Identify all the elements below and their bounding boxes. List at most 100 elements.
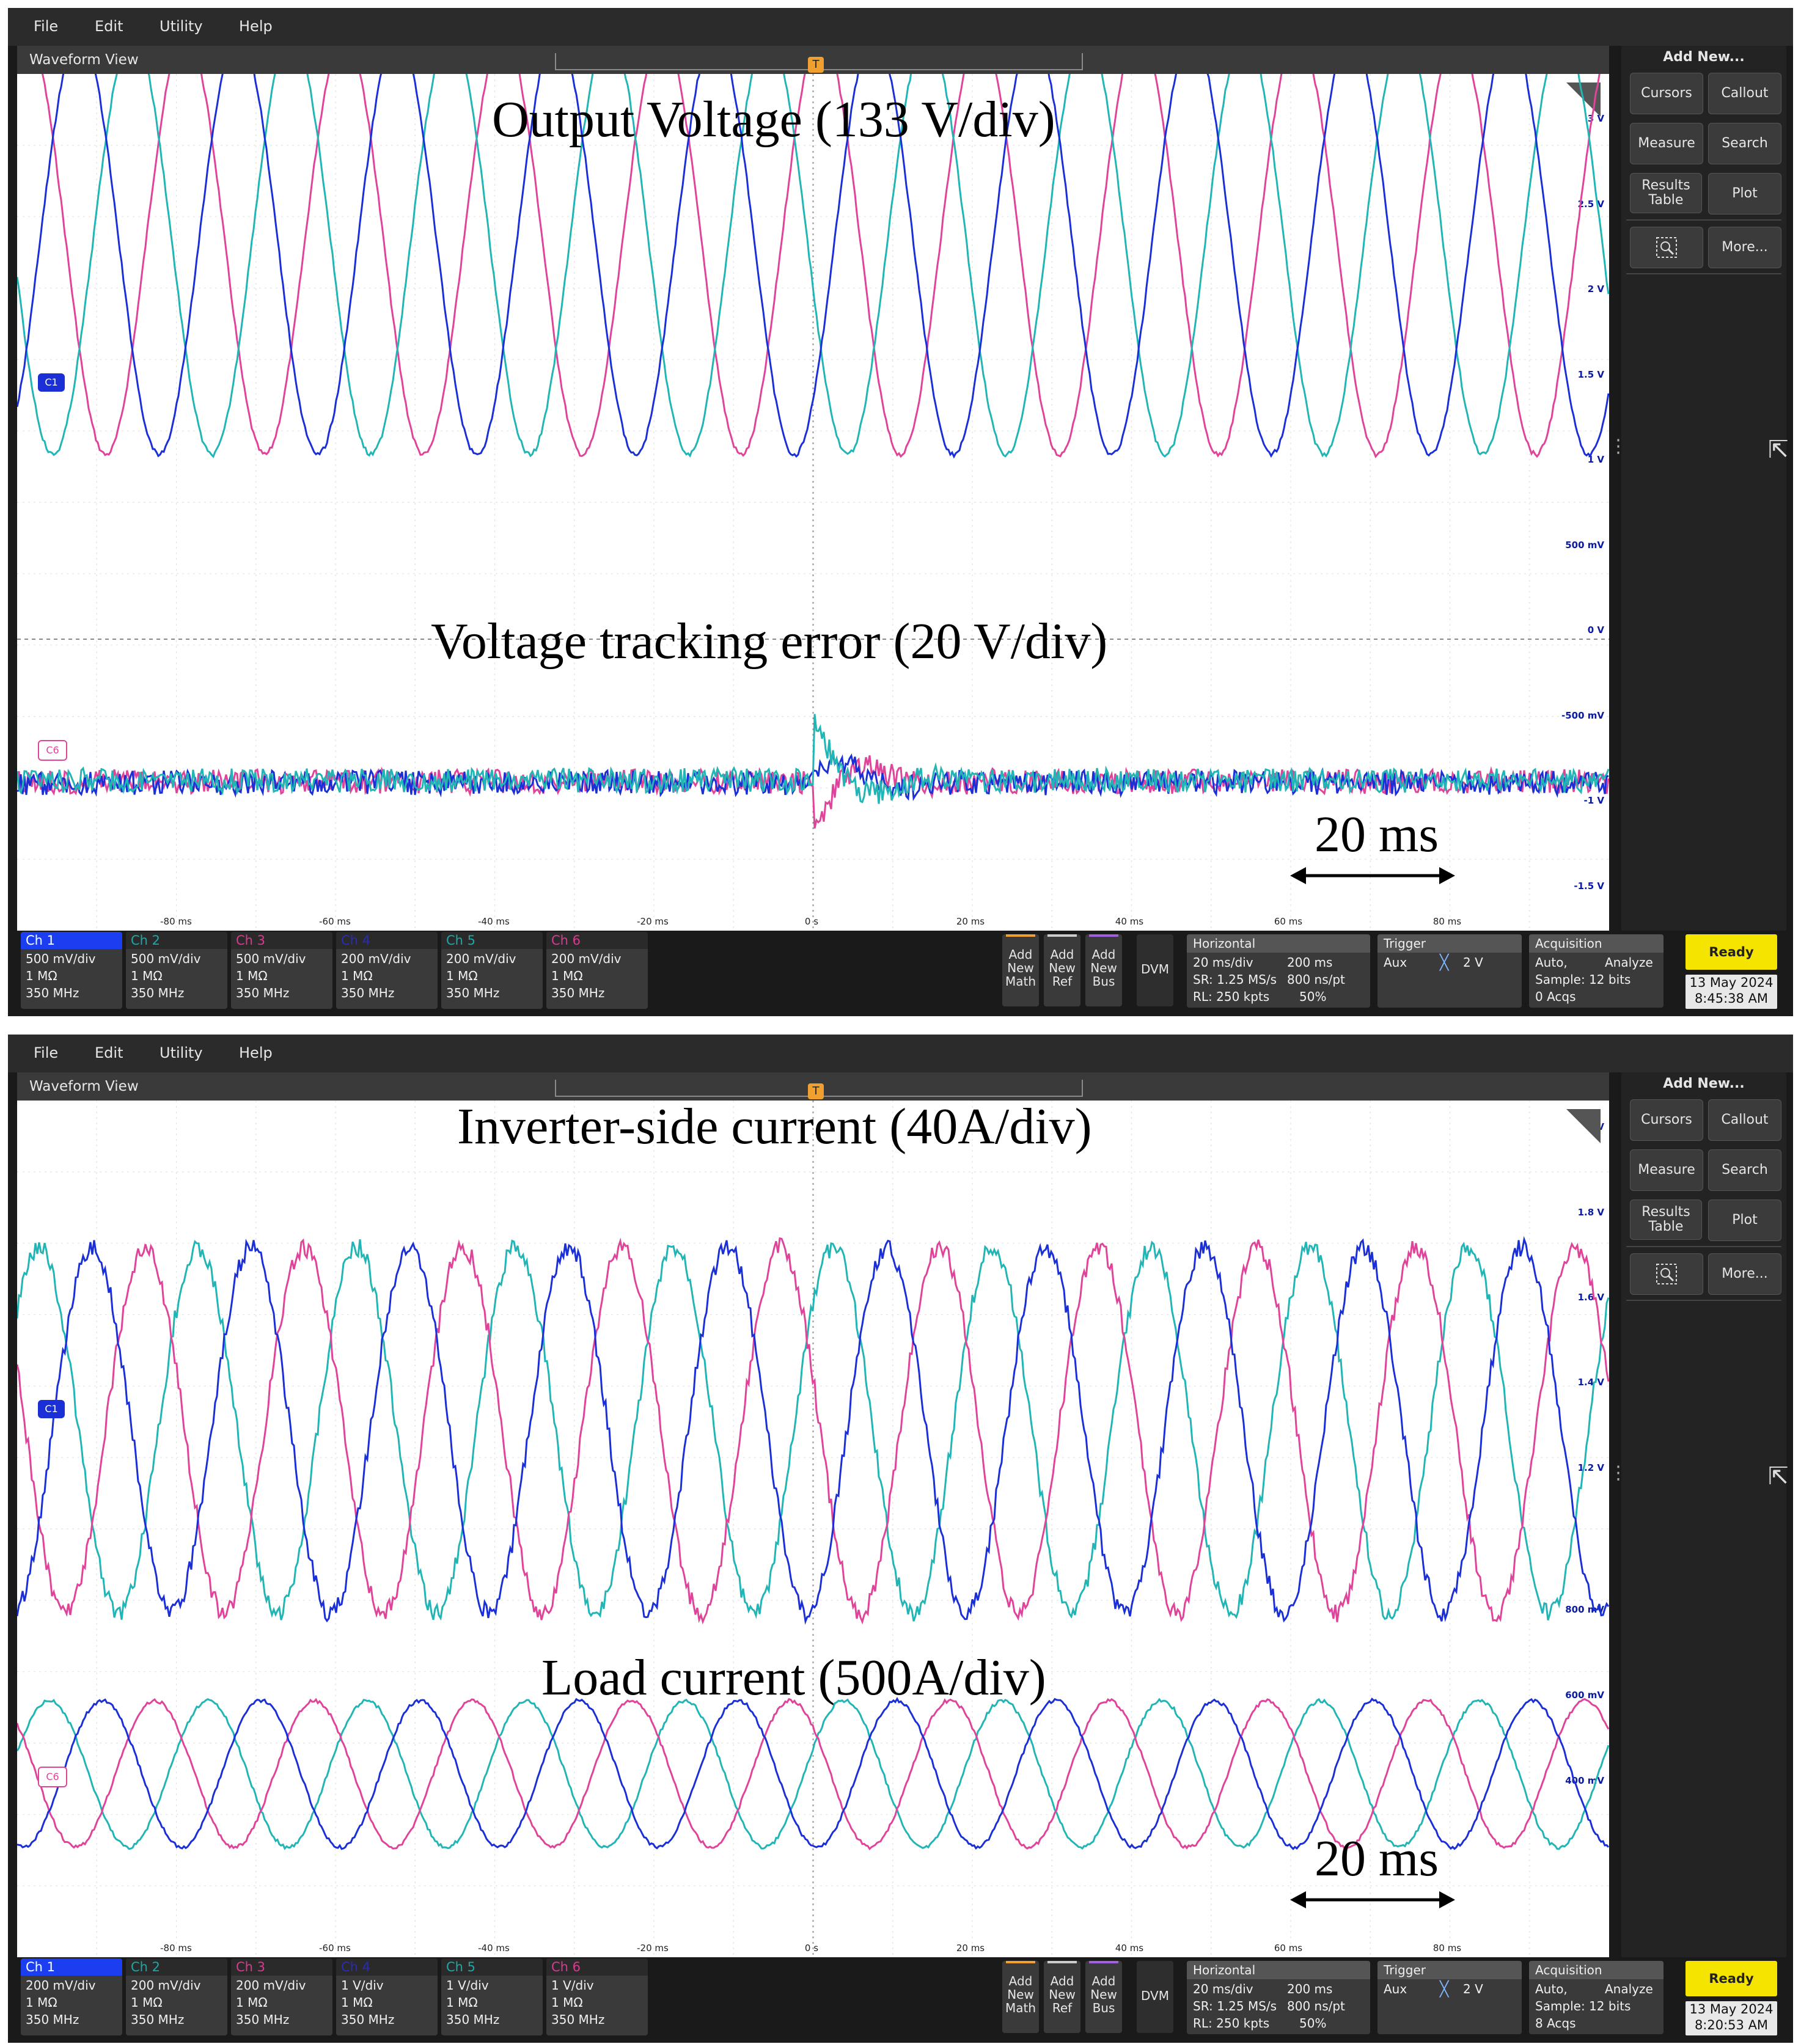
y-axis-tick-label: -500 mV [1561,710,1604,721]
x-axis-tick-label: 20 ms [956,916,985,927]
channel-name: Ch 5 [446,1960,476,1974]
search-button[interactable]: Search [1708,1149,1781,1191]
channel-impedance: 1 MΩ [131,969,163,983]
channel-1-badge[interactable]: Ch 1 200 mV/div 1 MΩ 350 MHz [21,1958,122,2035]
acquisition-mode: Auto, [1535,955,1568,970]
menu-help[interactable]: Help [239,1044,273,1061]
callout-button[interactable]: Callout [1708,1099,1781,1141]
zoom-button[interactable] [1630,1253,1703,1295]
cursors-button[interactable]: Cursors [1630,73,1703,114]
channel-bandwidth: 350 MHz [131,2012,185,2027]
results-table-button[interactable]: Results Table [1630,173,1702,213]
channel-impedance: 1 MΩ [341,1995,373,2010]
plot-button[interactable]: Plot [1708,173,1781,214]
callout-button[interactable]: Callout [1708,73,1781,114]
channel-name: Ch 6 [551,1960,581,1974]
trigger-edge-icon: ╳ [1440,1980,1449,1998]
measure-button[interactable]: Measure [1630,1149,1703,1191]
channel-header: Ch 5 [441,932,543,949]
channel-4-badge[interactable]: Ch 4 1 V/div 1 MΩ 350 MHz [336,1958,438,2035]
panel-resize-handle[interactable]: ⋮ [1609,436,1627,457]
phase-a-load-current-trace [17,1696,1609,1850]
channel-impedance: 1 MΩ [131,1995,163,2010]
channel-6-marker[interactable]: C6 [38,1767,67,1787]
acquisition-resolution: Sample: 12 bits [1535,1999,1631,2013]
x-axis-tick-label: 20 ms [956,1943,985,1954]
trigger-settings[interactable]: Trigger Aux ╳ 2 V [1377,1961,1522,2034]
channel-impedance: 1 MΩ [26,969,57,983]
search-button[interactable]: Search [1708,123,1781,164]
x-axis-tick-label: -80 ms [160,916,192,927]
plot-button[interactable]: Plot [1708,1200,1781,1241]
menu-help[interactable]: Help [239,18,273,35]
x-axis-tick-label: 80 ms [1433,1943,1461,1954]
more-button[interactable]: More... [1708,1253,1781,1295]
channel-1-marker[interactable]: C1 [38,1400,65,1418]
channel-2-badge[interactable]: Ch 2 500 mV/div 1 MΩ 350 MHz [126,932,227,1009]
channel-6-badge[interactable]: Ch 6 200 mV/div 1 MΩ 350 MHz [546,932,648,1009]
channel-1-badge[interactable]: Ch 1 500 mV/div 1 MΩ 350 MHz [21,932,122,1009]
trigger-settings[interactable]: Trigger Aux ╳ 2 V [1377,934,1522,1008]
acquisition-settings[interactable]: Acquisition Auto, Analyze Sample: 12 bits 8 … [1529,1961,1663,2034]
zoom-button[interactable] [1630,227,1703,268]
trigger-position-icon[interactable]: T [808,57,824,73]
menu-edit[interactable]: Edit [95,1044,123,1061]
add-new-math-button[interactable]: Add New Math [1002,1961,1039,2033]
menu-edit[interactable]: Edit [95,18,123,35]
panel-resize-handle[interactable]: ⋮ [1609,1462,1627,1484]
menu-file[interactable]: File [34,1044,59,1061]
trigger-header: Trigger [1377,1961,1522,1979]
channel-1-marker[interactable]: C1 [38,373,65,392]
channel-header: Ch 3 [231,932,332,949]
waveform-graticule[interactable]: -80 ms -60 ms -40 ms -20 ms 0 s 20 ms 40 ms 60 … [17,1101,1609,1957]
more-button[interactable]: More... [1708,227,1781,268]
mouse-pointer-icon: ⇱ [1768,436,1789,464]
channel-bandwidth: 350 MHz [236,986,290,1000]
channel-2-badge[interactable]: Ch 2 200 mV/div 1 MΩ 350 MHz [126,1958,227,2035]
horizontal-settings[interactable]: Horizontal 20 ms/div 200 ms SR: 1.25 MS/s 80… [1187,934,1370,1008]
phase-b-load-current-trace [17,1698,1609,1850]
menu-file[interactable]: File [34,18,59,35]
collapse-corner-icon[interactable] [1566,1109,1601,1143]
acquisition-settings[interactable]: Acquisition Auto, Analyze Sample: 12 bits 0 … [1529,934,1663,1008]
channel-scale: 1 V/div [551,1978,594,1993]
sample-rate: SR: 1.25 MS/s [1193,972,1277,987]
channel-5-badge[interactable]: Ch 5 200 mV/div 1 MΩ 350 MHz [441,932,543,1009]
add-new-ref-button[interactable]: Add New Ref [1044,1961,1080,2033]
channel-6-marker[interactable]: C6 [38,740,67,761]
x-axis-tick-label: 0 s [805,916,818,927]
add-new-math-button[interactable]: Add New Math [1002,934,1039,1006]
channel-bandwidth: 350 MHz [26,986,79,1000]
menu-utility[interactable]: Utility [160,18,203,35]
channel-3-badge[interactable]: Ch 3 500 mV/div 1 MΩ 350 MHz [231,932,332,1009]
waveform-graticule[interactable]: -80 ms -60 ms -40 ms -20 ms 0 s 20 ms 40 ms 60 … [17,74,1609,931]
horizontal-duration: 200 ms [1287,1982,1333,1996]
channel-3-badge[interactable]: Ch 3 200 mV/div 1 MΩ 350 MHz [231,1958,332,2035]
x-axis-tick-label: -40 ms [478,916,510,927]
cursors-button[interactable]: Cursors [1630,1099,1703,1141]
channel-5-badge[interactable]: Ch 5 1 V/div 1 MΩ 350 MHz [441,1958,543,2035]
channel-scale: 1 V/div [341,1978,384,1993]
channel-name: Ch 5 [446,933,476,948]
button-label: Add New Bus [1090,947,1117,989]
zoom-icon [1656,237,1677,258]
add-new-bus-button[interactable]: Add New Bus [1085,1961,1122,2033]
measure-button[interactable]: Measure [1630,123,1703,164]
add-new-bus-button[interactable]: Add New Bus [1085,934,1122,1006]
horizontal-settings[interactable]: Horizontal 20 ms/div 200 ms SR: 1.25 MS/s 80… [1187,1961,1370,2034]
trigger-position-icon[interactable]: T [808,1083,824,1099]
phase-a-voltage-trace [17,74,1609,459]
annotation-time-scale: 20 ms [1315,1830,1439,1887]
channel-header: Ch 2 [126,1958,227,1976]
add-new-ref-button[interactable]: Add New Ref [1044,934,1080,1006]
add-new-panel: Add New... Cursors Callout Measure Searc… [1621,46,1786,931]
channel-6-badge[interactable]: Ch 6 1 V/div 1 MΩ 350 MHz [546,1958,648,2035]
panel-divider [1626,219,1781,221]
annotation-load-current: Load current (500A/div) [541,1649,1046,1706]
dvm-button[interactable]: DVM [1137,934,1173,1006]
channel-scale: 200 mV/div [236,1978,306,1993]
dvm-button[interactable]: DVM [1137,1961,1173,2033]
results-table-button[interactable]: Results Table [1630,1200,1702,1240]
channel-4-badge[interactable]: Ch 4 200 mV/div 1 MΩ 350 MHz [336,932,438,1009]
menu-utility[interactable]: Utility [160,1044,203,1061]
